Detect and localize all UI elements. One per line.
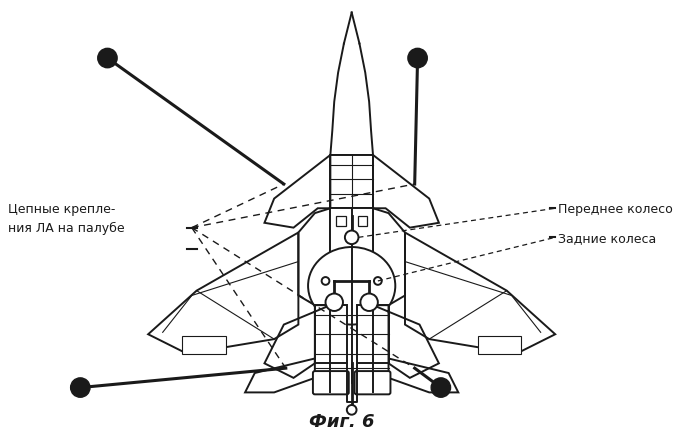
- Bar: [357, 216, 367, 226]
- Circle shape: [431, 378, 451, 397]
- Bar: [356, 305, 389, 364]
- Circle shape: [322, 277, 329, 285]
- FancyBboxPatch shape: [313, 371, 349, 395]
- Text: Фиг. 6: Фиг. 6: [309, 413, 374, 431]
- Circle shape: [374, 277, 382, 285]
- Circle shape: [98, 49, 117, 69]
- Text: Задние колеса: Задние колеса: [558, 231, 656, 244]
- FancyBboxPatch shape: [354, 371, 391, 395]
- Bar: [315, 305, 347, 364]
- Text: Переднее колесо: Переднее колесо: [558, 202, 673, 215]
- Circle shape: [347, 405, 356, 415]
- Circle shape: [361, 294, 378, 311]
- Circle shape: [326, 294, 343, 311]
- Bar: [331, 155, 373, 209]
- Bar: [331, 209, 373, 305]
- Bar: [182, 336, 226, 354]
- Text: Цепные крепле-
ния ЛА на палубе: Цепные крепле- ния ЛА на палубе: [8, 203, 124, 234]
- Circle shape: [71, 378, 90, 397]
- Circle shape: [345, 231, 359, 244]
- Bar: [477, 336, 521, 354]
- Bar: [336, 216, 346, 226]
- Ellipse shape: [308, 247, 396, 325]
- Circle shape: [408, 49, 427, 69]
